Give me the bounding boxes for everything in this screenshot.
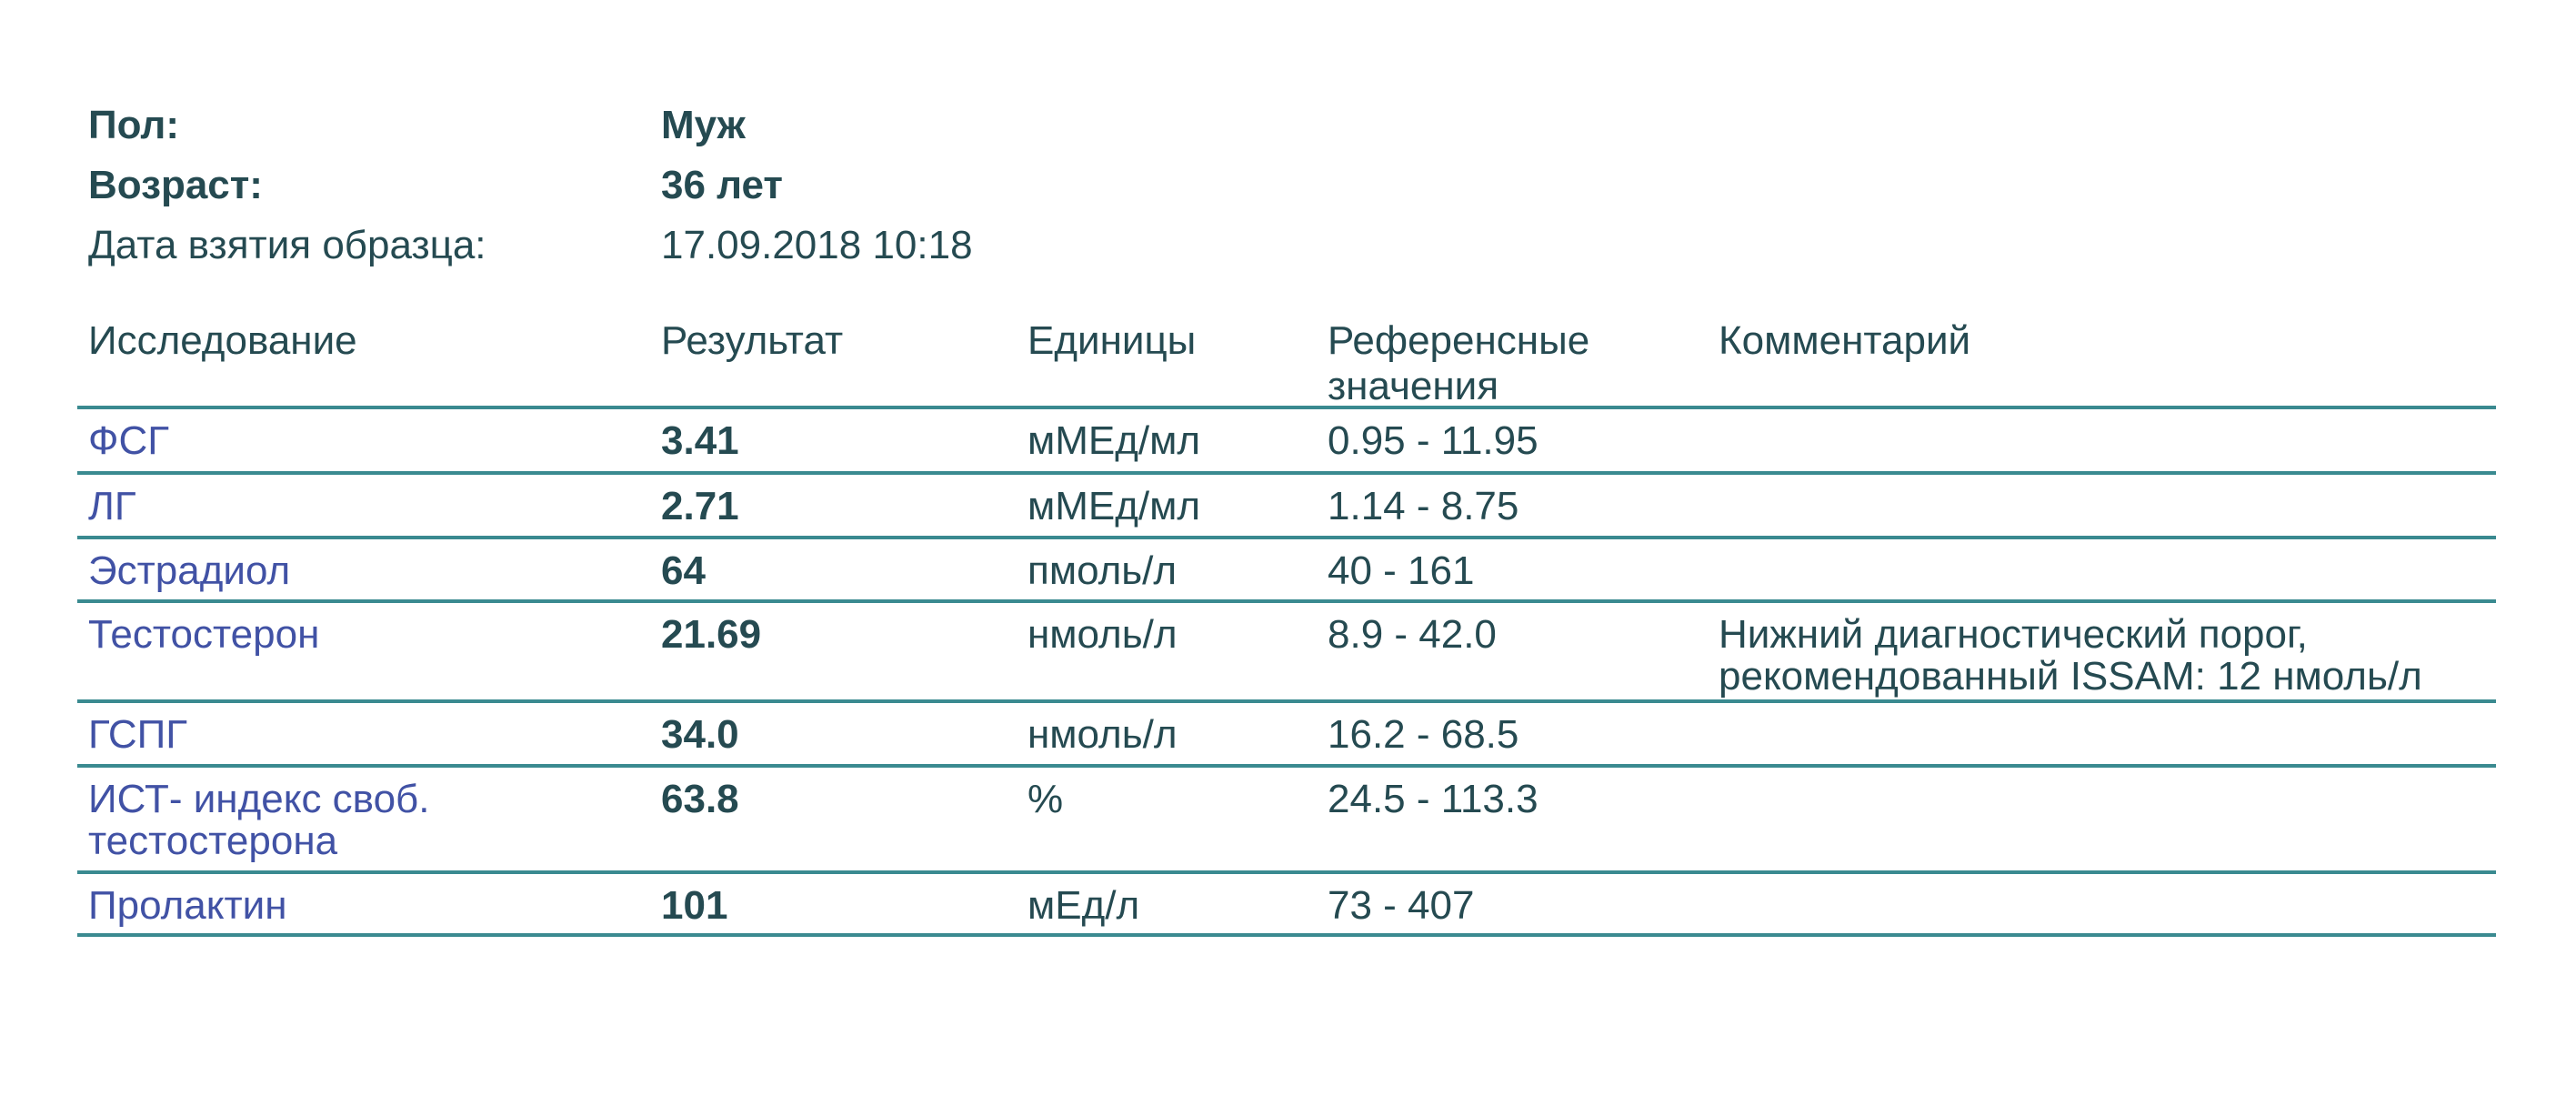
patient-info-label: Дата взятия образца:: [88, 223, 486, 267]
test-units: мМЕд/мл: [1027, 418, 1201, 463]
patient-info-block: Пол: Муж Возраст: 36 лет Дата взятия обр…: [77, 104, 2496, 284]
patient-info-row: Пол: Муж: [77, 104, 2496, 164]
test-reference: 24.5 - 113.3: [1328, 777, 1539, 821]
table-row: Тестостерон 21.69 нмоль/л 8.9 - 42.0 Ниж…: [77, 603, 2496, 703]
patient-info-row: Возраст: 36 лет: [77, 164, 2496, 224]
test-units: пмоль/л: [1027, 548, 1178, 593]
test-result: 2.71: [661, 484, 739, 528]
test-name: Тестостерон: [88, 612, 320, 657]
test-name: ЛГ: [88, 484, 136, 528]
column-header-study: Исследование: [88, 318, 357, 363]
test-reference: 40 - 161: [1328, 548, 1475, 593]
test-result: 21.69: [661, 612, 762, 657]
table-row: ЛГ 2.71 мМЕд/мл 1.14 - 8.75: [77, 475, 2496, 539]
test-reference: 0.95 - 11.95: [1328, 418, 1539, 463]
patient-info-value: Муж: [661, 103, 746, 147]
column-header-reference: Референсные значения: [1328, 318, 1590, 408]
test-comment: Нижний диагностический порог, рекомендов…: [1719, 612, 2422, 699]
test-comment: [1719, 420, 2496, 471]
test-name: ФСГ: [88, 418, 170, 463]
test-name: ИСТ- индекс своб. тестостерона: [88, 777, 430, 863]
patient-info-value: 17.09.2018 10:18: [661, 223, 973, 267]
results-table-header-row: Исследование Результат Единицы Референсн…: [77, 318, 2496, 409]
test-reference: 8.9 - 42.0: [1328, 612, 1497, 657]
test-comment: [1719, 885, 2496, 933]
test-units: нмоль/л: [1027, 712, 1178, 757]
test-comment: [1719, 714, 2496, 764]
test-result: 63.8: [661, 777, 739, 821]
column-header-result: Результат: [661, 318, 844, 363]
test-reference: 1.14 - 8.75: [1328, 484, 1519, 528]
table-row: ГСПГ 34.0 нмоль/л 16.2 - 68.5: [77, 703, 2496, 768]
test-result: 3.41: [661, 418, 739, 463]
test-units: нмоль/л: [1027, 612, 1178, 657]
test-units: %: [1027, 777, 1064, 821]
patient-info-row: Дата взятия образца: 17.09.2018 10:18: [77, 224, 2496, 284]
patient-info-value: 36 лет: [661, 163, 783, 207]
table-row: ИСТ- индекс своб. тестостерона 63.8 % 24…: [77, 768, 2496, 874]
test-reference: 73 - 407: [1328, 883, 1475, 928]
test-name: ГСПГ: [88, 712, 188, 757]
test-comment: [1719, 550, 2496, 599]
test-result: 64: [661, 548, 706, 593]
results-table: Исследование Результат Единицы Референсн…: [77, 318, 2496, 937]
column-header-units: Единицы: [1027, 318, 1197, 363]
table-row: ФСГ 3.41 мМЕд/мл 0.95 - 11.95: [77, 409, 2496, 475]
test-name: Эстрадиол: [88, 548, 291, 593]
test-result: 101: [661, 883, 728, 928]
table-row: Пролактин 101 мЕд/л 73 - 407: [77, 874, 2496, 937]
test-comment: [1719, 486, 2496, 536]
test-result: 34.0: [661, 712, 739, 757]
results-table-body: ФСГ 3.41 мМЕд/мл 0.95 - 11.95 ЛГ 2.71 мМ…: [77, 409, 2496, 937]
test-comment: [1719, 779, 2496, 870]
patient-info-label: Возраст:: [88, 163, 263, 207]
test-units: мЕд/л: [1027, 883, 1140, 928]
column-header-comment: Комментарий: [1719, 318, 1971, 363]
table-row: Эстрадиол 64 пмоль/л 40 - 161: [77, 539, 2496, 603]
test-reference: 16.2 - 68.5: [1328, 712, 1519, 757]
test-name: Пролактин: [88, 883, 287, 928]
patient-info-label: Пол:: [88, 103, 180, 147]
test-units: мМЕд/мл: [1027, 484, 1201, 528]
